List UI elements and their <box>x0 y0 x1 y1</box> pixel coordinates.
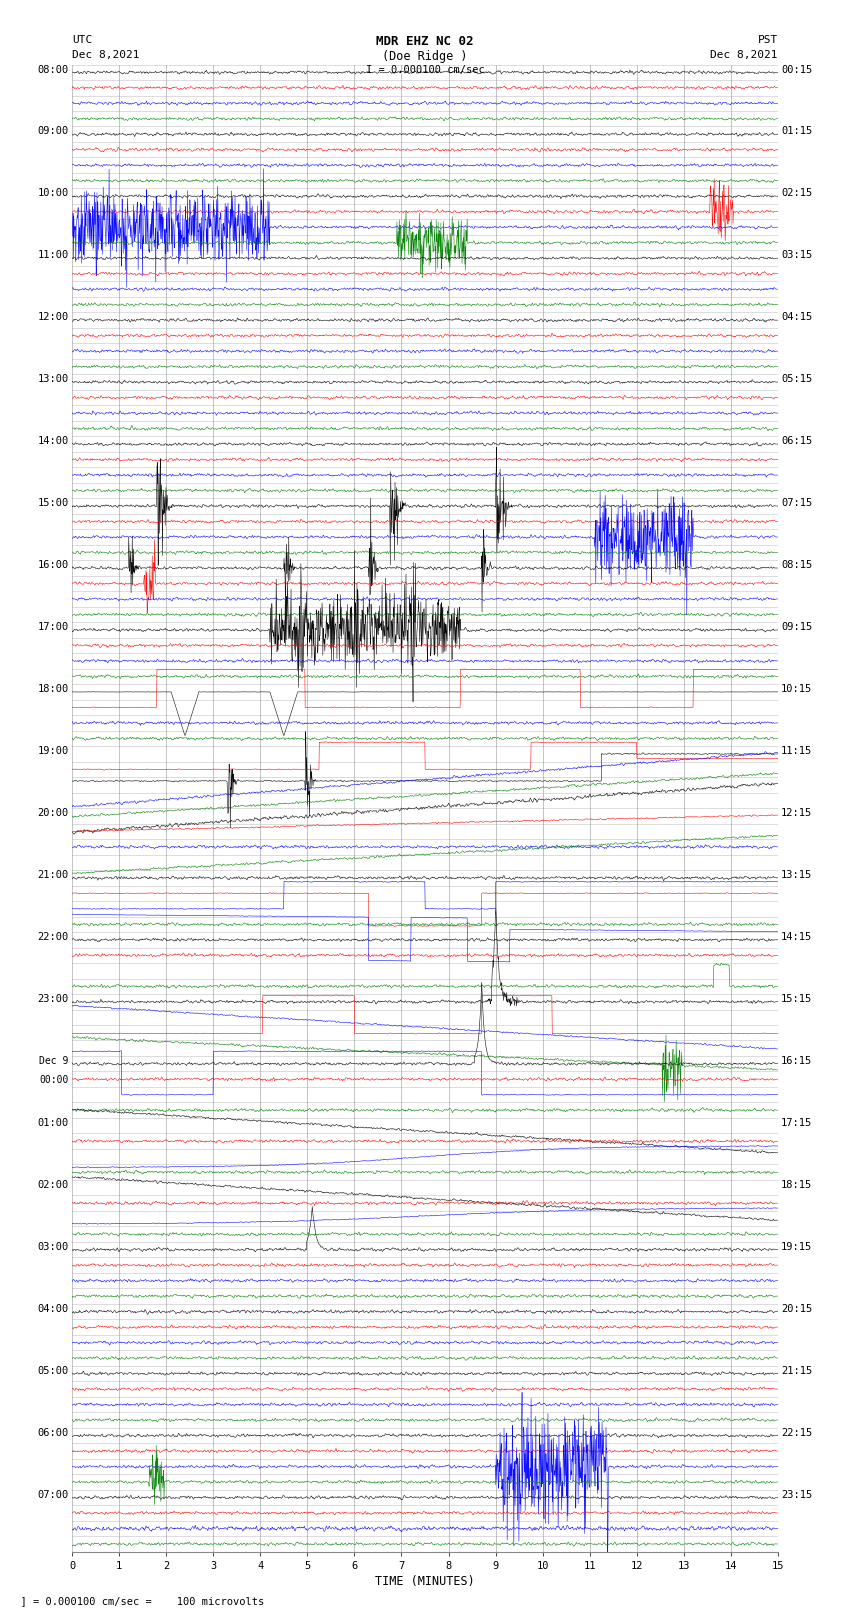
Text: 03:15: 03:15 <box>781 250 813 260</box>
Text: 14:15: 14:15 <box>781 932 813 942</box>
Text: 10:15: 10:15 <box>781 684 813 694</box>
Text: 23:00: 23:00 <box>37 994 69 1003</box>
Text: 02:15: 02:15 <box>781 189 813 198</box>
Text: 04:15: 04:15 <box>781 313 813 323</box>
Text: I = 0.000100 cm/sec: I = 0.000100 cm/sec <box>366 65 484 74</box>
Text: 01:00: 01:00 <box>37 1118 69 1127</box>
Text: Dec 8,2021: Dec 8,2021 <box>72 50 139 60</box>
Text: 18:15: 18:15 <box>781 1181 813 1190</box>
Text: 23:15: 23:15 <box>781 1490 813 1500</box>
Text: 18:00: 18:00 <box>37 684 69 694</box>
Text: 20:15: 20:15 <box>781 1303 813 1315</box>
Text: 05:15: 05:15 <box>781 374 813 384</box>
Text: 04:00: 04:00 <box>37 1303 69 1315</box>
Text: 17:00: 17:00 <box>37 623 69 632</box>
Text: MDR EHZ NC 02: MDR EHZ NC 02 <box>377 35 473 48</box>
Text: 02:00: 02:00 <box>37 1181 69 1190</box>
Text: 22:15: 22:15 <box>781 1428 813 1437</box>
Text: 09:00: 09:00 <box>37 126 69 137</box>
Text: 11:00: 11:00 <box>37 250 69 260</box>
Text: Dec 8,2021: Dec 8,2021 <box>711 50 778 60</box>
X-axis label: TIME (MINUTES): TIME (MINUTES) <box>375 1574 475 1587</box>
Text: 00:00: 00:00 <box>39 1076 69 1086</box>
Text: PST: PST <box>757 35 778 45</box>
Text: 21:00: 21:00 <box>37 869 69 881</box>
Text: 05:00: 05:00 <box>37 1366 69 1376</box>
Text: 06:00: 06:00 <box>37 1428 69 1437</box>
Text: 13:00: 13:00 <box>37 374 69 384</box>
Text: 14:00: 14:00 <box>37 436 69 447</box>
Text: 06:15: 06:15 <box>781 436 813 447</box>
Text: ] = 0.000100 cm/sec =    100 microvolts: ] = 0.000100 cm/sec = 100 microvolts <box>8 1597 264 1607</box>
Text: 08:00: 08:00 <box>37 65 69 74</box>
Text: 00:15: 00:15 <box>781 65 813 74</box>
Text: 13:15: 13:15 <box>781 869 813 881</box>
Text: 19:00: 19:00 <box>37 747 69 756</box>
Text: UTC: UTC <box>72 35 93 45</box>
Text: Dec 9: Dec 9 <box>39 1057 69 1066</box>
Text: 16:15: 16:15 <box>781 1057 813 1066</box>
Text: 20:00: 20:00 <box>37 808 69 818</box>
Text: 16:00: 16:00 <box>37 560 69 571</box>
Text: 12:15: 12:15 <box>781 808 813 818</box>
Text: 10:00: 10:00 <box>37 189 69 198</box>
Text: 21:15: 21:15 <box>781 1366 813 1376</box>
Text: 17:15: 17:15 <box>781 1118 813 1127</box>
Text: (Doe Ridge ): (Doe Ridge ) <box>382 50 468 63</box>
Text: 12:00: 12:00 <box>37 313 69 323</box>
Text: 07:00: 07:00 <box>37 1490 69 1500</box>
Text: 07:15: 07:15 <box>781 498 813 508</box>
Text: 03:00: 03:00 <box>37 1242 69 1252</box>
Text: 11:15: 11:15 <box>781 747 813 756</box>
Text: 09:15: 09:15 <box>781 623 813 632</box>
Text: 19:15: 19:15 <box>781 1242 813 1252</box>
Text: 22:00: 22:00 <box>37 932 69 942</box>
Text: 08:15: 08:15 <box>781 560 813 571</box>
Text: 15:00: 15:00 <box>37 498 69 508</box>
Text: 15:15: 15:15 <box>781 994 813 1003</box>
Text: 01:15: 01:15 <box>781 126 813 137</box>
